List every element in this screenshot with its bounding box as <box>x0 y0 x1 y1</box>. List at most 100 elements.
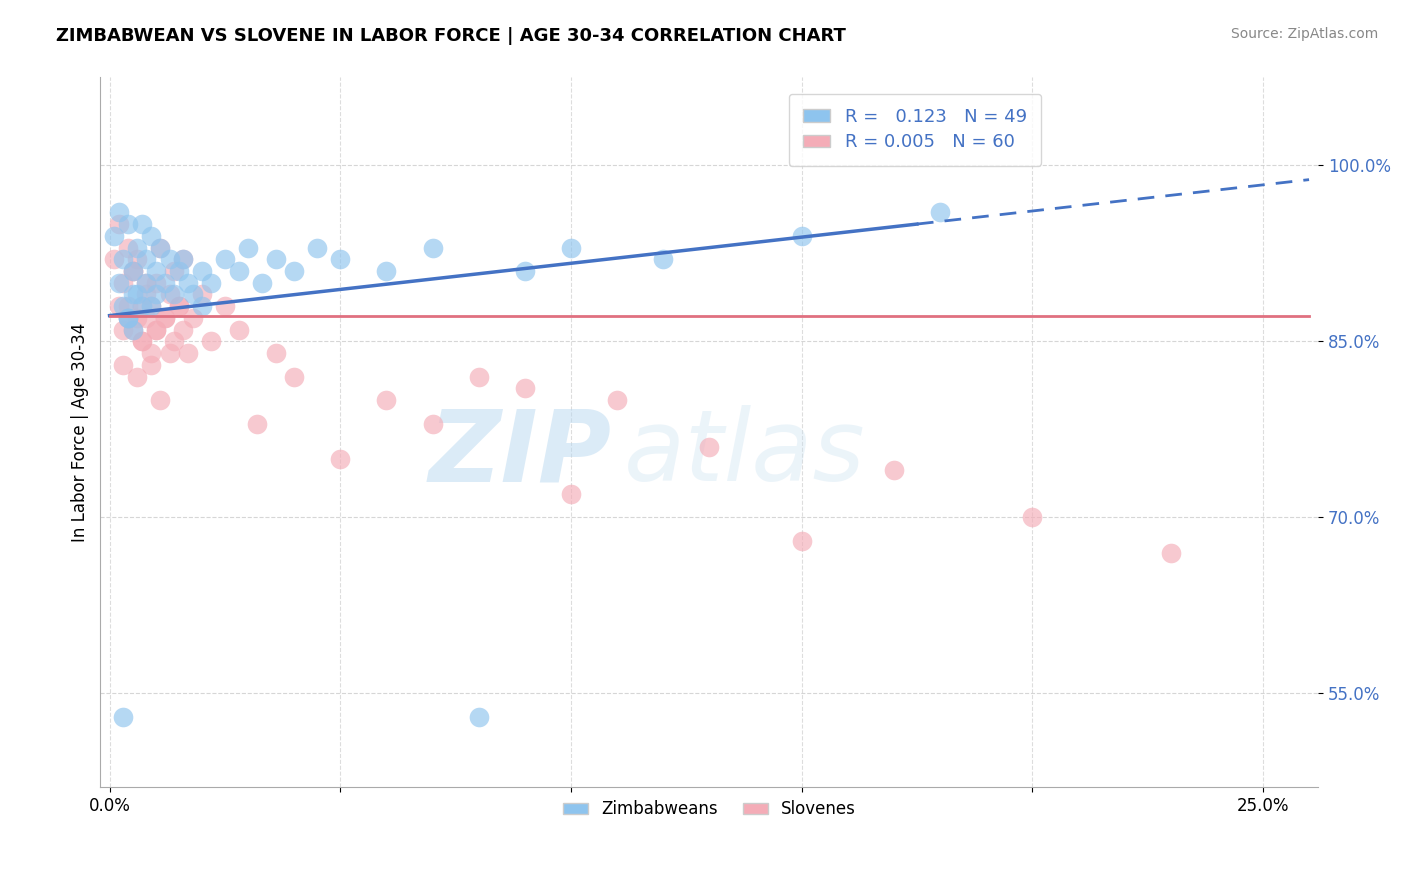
Point <box>103 228 125 243</box>
Point <box>131 299 153 313</box>
Point <box>163 334 186 349</box>
Point <box>127 287 149 301</box>
Point <box>329 252 352 267</box>
Point <box>264 252 287 267</box>
Point <box>513 381 536 395</box>
Point <box>139 299 162 313</box>
Point <box>145 323 167 337</box>
Point <box>112 358 135 372</box>
Point <box>135 310 157 325</box>
Text: atlas: atlas <box>624 405 866 502</box>
Point <box>139 358 162 372</box>
Point <box>163 287 186 301</box>
Point <box>167 264 190 278</box>
Point <box>103 252 125 267</box>
Y-axis label: In Labor Force | Age 30-34: In Labor Force | Age 30-34 <box>72 323 89 542</box>
Point <box>652 252 675 267</box>
Point <box>117 217 139 231</box>
Point <box>117 310 139 325</box>
Point <box>121 323 143 337</box>
Point <box>121 323 143 337</box>
Point <box>191 299 214 313</box>
Point <box>790 533 813 548</box>
Point <box>112 276 135 290</box>
Point <box>121 264 143 278</box>
Point <box>172 252 194 267</box>
Point <box>177 276 200 290</box>
Point <box>135 252 157 267</box>
Point <box>135 287 157 301</box>
Point <box>107 205 129 219</box>
Point <box>153 276 176 290</box>
Point <box>131 334 153 349</box>
Point <box>172 323 194 337</box>
Point <box>697 440 720 454</box>
Point <box>121 287 143 301</box>
Point <box>121 264 143 278</box>
Point <box>117 241 139 255</box>
Point <box>112 710 135 724</box>
Legend: Zimbabweans, Slovenes: Zimbabweans, Slovenes <box>555 794 862 825</box>
Point <box>560 487 582 501</box>
Point <box>107 217 129 231</box>
Point <box>139 228 162 243</box>
Point <box>167 299 190 313</box>
Point <box>107 276 129 290</box>
Point <box>159 287 181 301</box>
Point <box>513 264 536 278</box>
Point <box>112 299 135 313</box>
Point <box>467 710 489 724</box>
Point <box>264 346 287 360</box>
Point <box>117 310 139 325</box>
Point <box>181 310 204 325</box>
Point <box>135 276 157 290</box>
Point <box>107 299 129 313</box>
Point <box>153 310 176 325</box>
Point <box>167 299 190 313</box>
Point <box>228 323 250 337</box>
Point <box>139 346 162 360</box>
Point <box>246 417 269 431</box>
Point <box>329 451 352 466</box>
Point <box>135 276 157 290</box>
Point <box>112 323 135 337</box>
Point <box>1160 545 1182 559</box>
Point <box>172 252 194 267</box>
Text: Source: ZipAtlas.com: Source: ZipAtlas.com <box>1230 27 1378 41</box>
Point <box>177 346 200 360</box>
Point <box>139 299 162 313</box>
Point <box>375 264 398 278</box>
Point <box>112 252 135 267</box>
Point <box>790 228 813 243</box>
Point <box>131 334 153 349</box>
Point <box>127 369 149 384</box>
Point <box>117 310 139 325</box>
Point <box>159 252 181 267</box>
Point <box>375 392 398 407</box>
Text: ZIP: ZIP <box>429 405 612 502</box>
Point <box>606 392 628 407</box>
Point <box>145 264 167 278</box>
Point <box>145 323 167 337</box>
Point <box>283 369 305 384</box>
Point <box>127 241 149 255</box>
Point <box>191 287 214 301</box>
Point <box>422 417 444 431</box>
Point <box>236 241 259 255</box>
Point <box>214 252 236 267</box>
Point <box>228 264 250 278</box>
Point <box>131 299 153 313</box>
Point <box>883 463 905 477</box>
Point <box>467 369 489 384</box>
Point <box>929 205 952 219</box>
Point <box>145 276 167 290</box>
Point <box>560 241 582 255</box>
Point <box>422 241 444 255</box>
Point <box>307 241 329 255</box>
Point <box>214 299 236 313</box>
Point <box>191 264 214 278</box>
Point <box>153 310 176 325</box>
Point <box>250 276 273 290</box>
Point <box>127 310 149 325</box>
Point <box>181 287 204 301</box>
